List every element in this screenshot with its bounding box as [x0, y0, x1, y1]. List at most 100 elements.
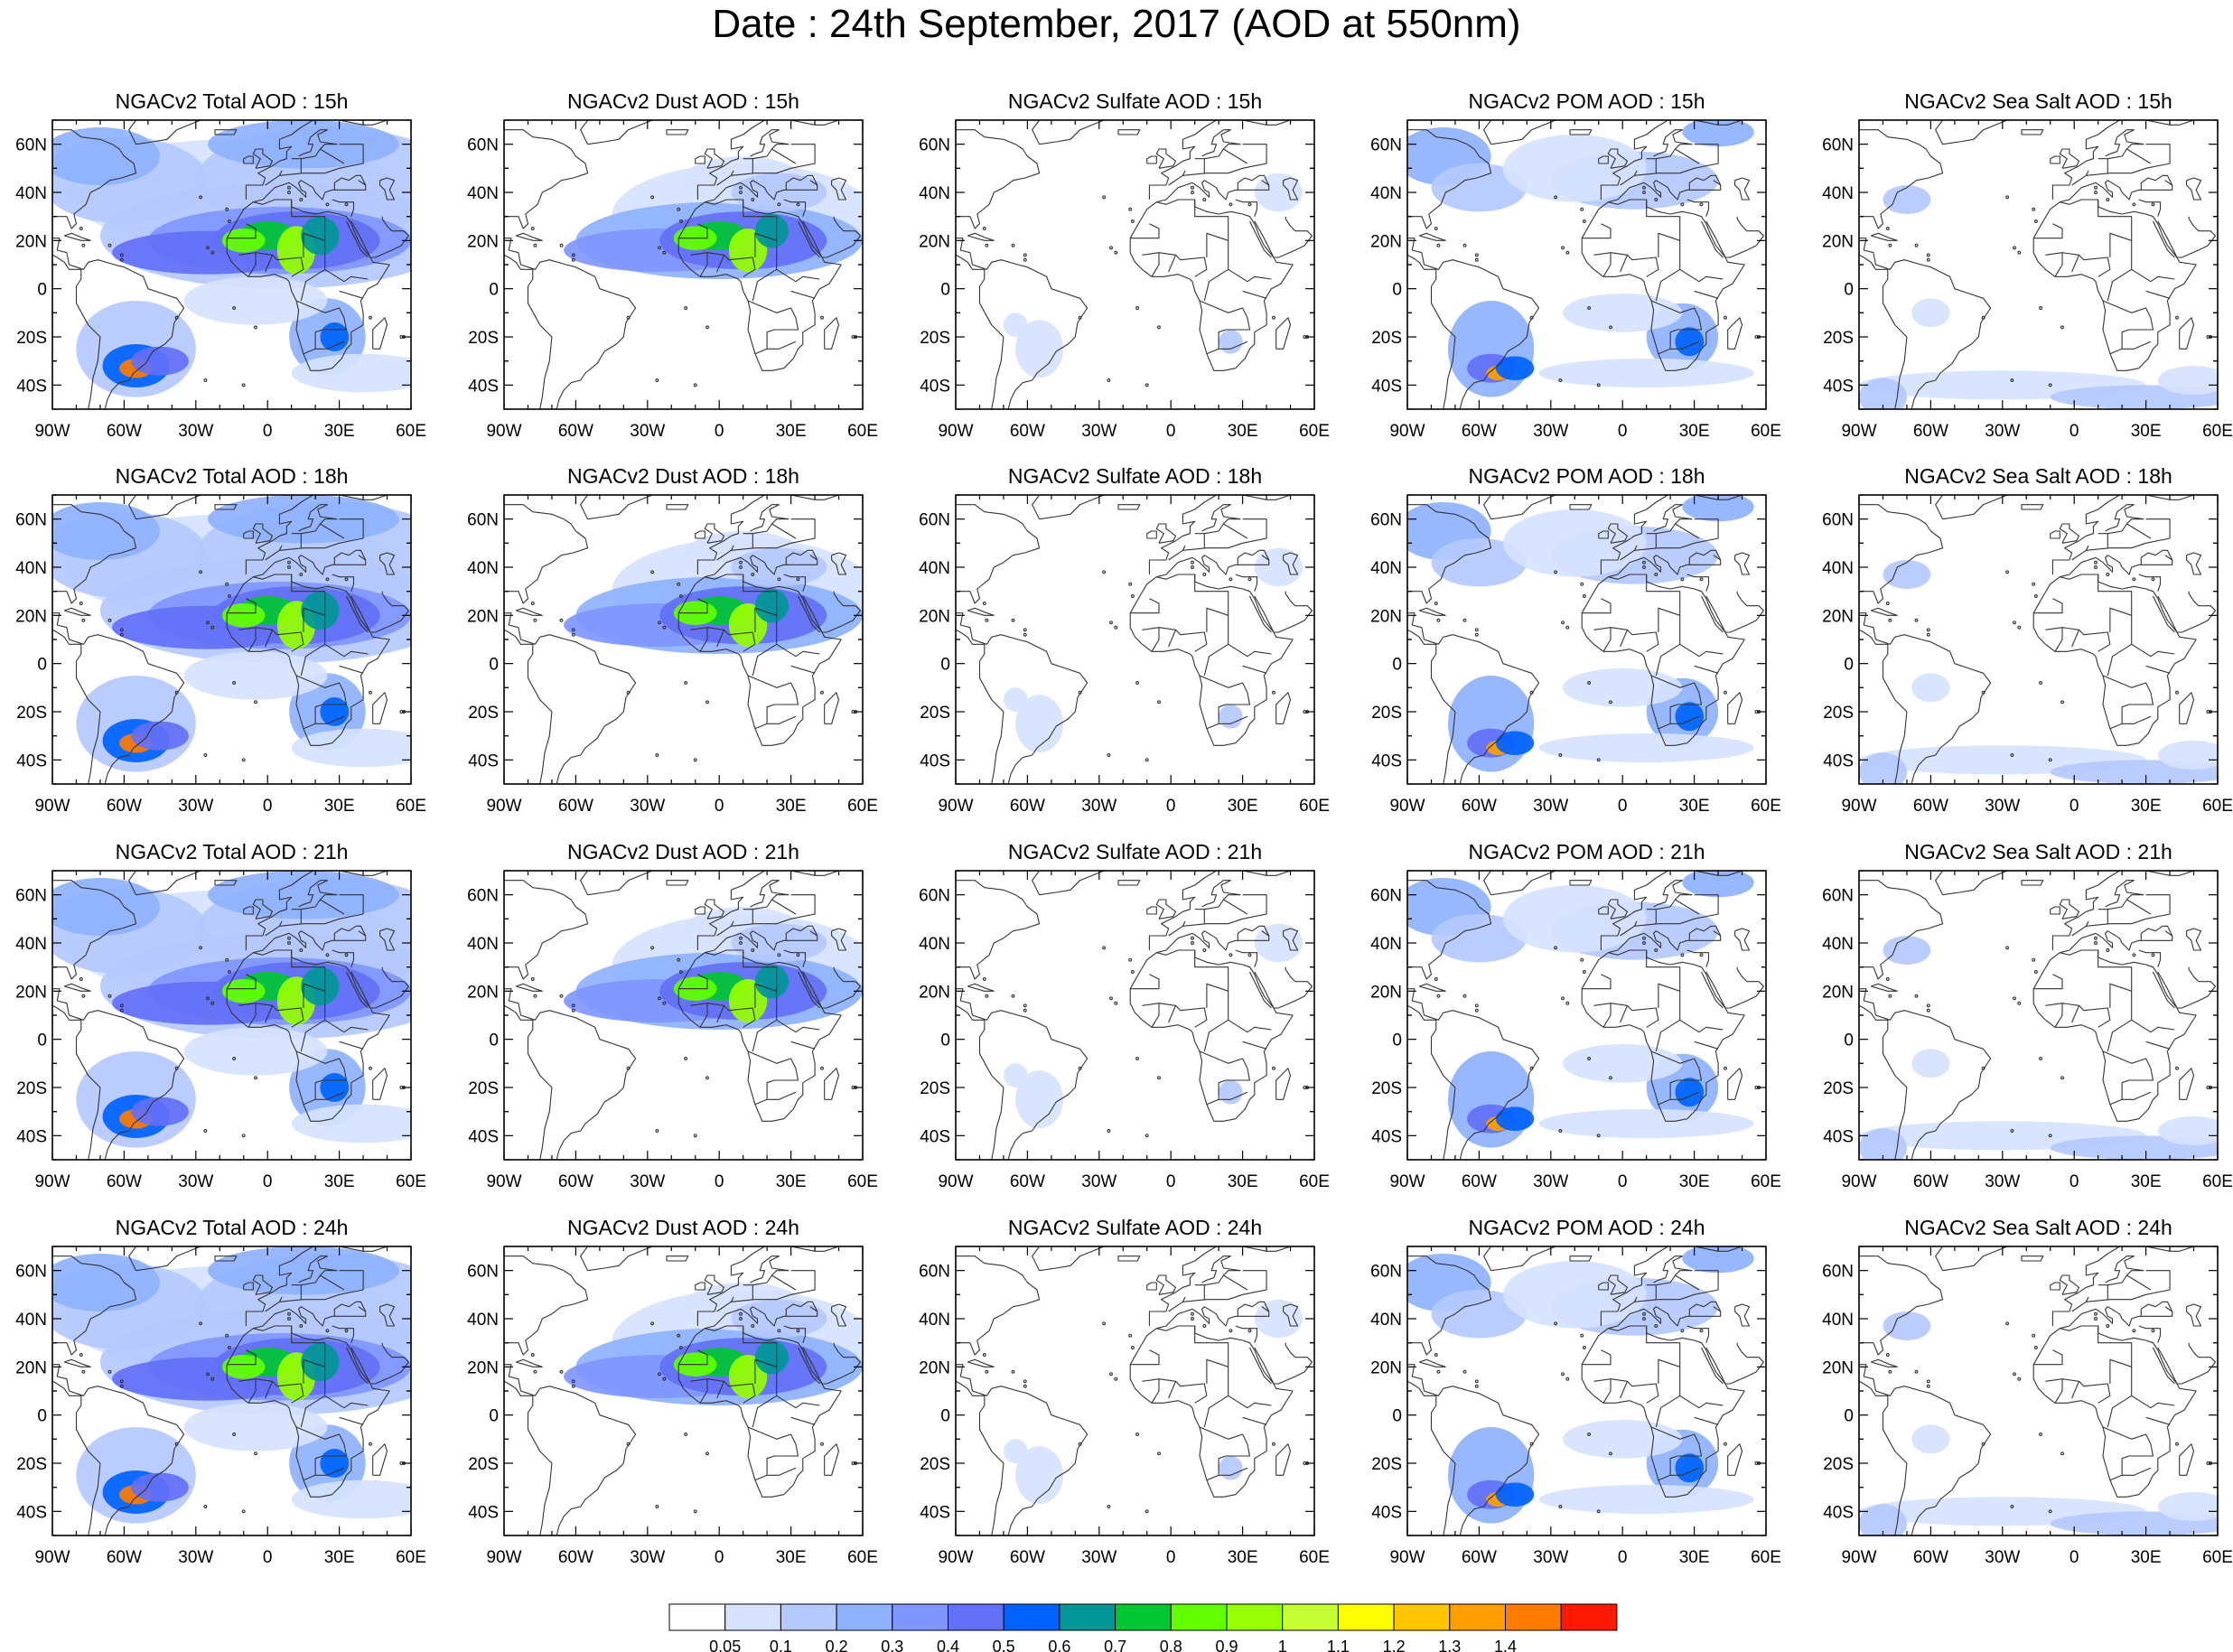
y-tick-label: 40S	[1823, 1127, 1854, 1146]
map-panel: NGACv2 POM AOD : 24h 90W 60W 30W 0 30E 60E 60N 4…	[1370, 1216, 1781, 1567]
x-tick-label: 0	[263, 1548, 273, 1567]
x-tick-label: 60W	[107, 422, 142, 441]
y-tick-label: 0	[37, 1031, 47, 1050]
x-tick-label: 60E	[2202, 1172, 2233, 1191]
aod-shade	[1859, 1128, 1907, 1160]
panel-title: NGACv2 Sea Salt AOD : 24h	[1904, 1216, 2172, 1239]
x-tick-label: 90W	[1389, 1172, 1425, 1191]
y-tick-label: 20S	[920, 704, 950, 723]
x-tick-label: 60W	[1462, 797, 1497, 816]
panel-title: NGACv2 Dust AOD : 15h	[567, 89, 799, 113]
coastline	[1859, 1246, 2218, 1535]
x-tick-label: 0	[715, 797, 724, 816]
panel-title: NGACv2 Total AOD : 21h	[116, 840, 349, 863]
aod-shade	[754, 589, 789, 623]
x-tick-label: 90W	[486, 797, 521, 816]
x-tick-label: 90W	[486, 1172, 521, 1191]
panel-title: NGACv2 Sea Salt AOD : 15h	[1904, 89, 2172, 113]
x-tick-label: 60W	[1462, 422, 1497, 441]
x-tick-label: 60E	[1299, 1172, 1330, 1191]
y-tick-label: 40N	[919, 935, 950, 954]
panel-title: NGACv2 Dust AOD : 18h	[567, 464, 799, 488]
aod-shade	[131, 346, 189, 376]
y-tick-label: 40S	[468, 1127, 499, 1146]
y-tick-label: 60N	[15, 887, 47, 906]
x-tick-label: 30W	[1985, 422, 2020, 441]
y-tick-label: 60N	[15, 1263, 47, 1282]
x-tick-label: 60W	[1010, 422, 1045, 441]
coastline	[504, 871, 863, 1160]
y-tick-label: 0	[1392, 1031, 1402, 1050]
aod-shade	[1004, 1063, 1028, 1087]
y-tick-label: 20N	[467, 1358, 499, 1377]
aod-shade	[1538, 359, 1754, 387]
y-tick-label: 20N	[1370, 607, 1402, 626]
y-tick-label: 40S	[468, 377, 499, 396]
x-tick-label: 30W	[1533, 1172, 1568, 1191]
y-tick-label: 20N	[1370, 1358, 1402, 1377]
x-tick-label: 30E	[1679, 1548, 1710, 1567]
y-tick-label: 20N	[1822, 607, 1854, 626]
x-tick-label: 60W	[1010, 1172, 1045, 1191]
y-tick-label: 0	[37, 281, 47, 300]
x-tick-label: 60E	[1751, 1548, 1781, 1567]
panel-title: NGACv2 Total AOD : 15h	[116, 89, 349, 113]
aod-shade	[1431, 538, 1528, 587]
y-tick-label: 20S	[468, 1079, 499, 1098]
y-tick-label: 40S	[1371, 1127, 1402, 1146]
x-tick-label: 0	[2069, 422, 2079, 441]
x-tick-label: 30E	[1679, 797, 1710, 816]
y-tick-label: 20N	[467, 232, 499, 251]
x-tick-label: 60E	[847, 1172, 878, 1191]
x-tick-label: 60W	[558, 1172, 593, 1191]
aod-shade	[1219, 1456, 1243, 1480]
x-tick-label: 0	[1618, 797, 1628, 816]
y-tick-label: 40N	[15, 559, 47, 578]
y-tick-label: 40S	[1823, 1503, 1854, 1522]
y-tick-label: 40S	[1823, 751, 1854, 770]
aod-shade	[1859, 752, 1907, 784]
aod-shade	[131, 721, 189, 751]
aod-shade	[183, 1403, 328, 1451]
y-tick-label: 20S	[16, 1455, 47, 1474]
x-tick-label: 0	[715, 422, 724, 441]
x-tick-label: 90W	[34, 1548, 70, 1567]
panel-title: NGACv2 Total AOD : 18h	[116, 464, 349, 488]
x-tick-label: 30W	[178, 1172, 213, 1191]
y-tick-label: 40S	[1371, 377, 1402, 396]
y-tick-label: 0	[1392, 1407, 1402, 1426]
x-tick-label: 0	[1166, 797, 1176, 816]
y-tick-label: 0	[489, 1407, 499, 1426]
coastline	[1859, 871, 2218, 1160]
aod-shade	[1004, 687, 1028, 712]
aod-shade	[131, 1472, 189, 1502]
aod-shade	[1495, 1482, 1535, 1507]
aod-shade	[291, 353, 411, 393]
aod-shade	[52, 127, 161, 185]
y-tick-label: 60N	[1822, 887, 1854, 906]
aod-shade	[301, 966, 340, 1006]
aod-shade	[1563, 1420, 1683, 1459]
coastline	[504, 495, 863, 784]
aod-shade	[1682, 1246, 1754, 1274]
y-tick-label: 20N	[1822, 1358, 1854, 1377]
map-panel: NGACv2 Dust AOD : 15h 90W 60W 30W 0 30E 60E 60N…	[467, 89, 878, 441]
y-tick-label: 20N	[15, 232, 47, 251]
aod-shade	[1911, 1424, 1950, 1454]
y-tick-label: 40S	[16, 1127, 47, 1146]
panel-title: NGACv2 Sea Salt AOD : 21h	[1904, 840, 2172, 863]
y-tick-label: 20N	[15, 983, 47, 1002]
coastline	[52, 871, 411, 1160]
aod-shade	[1682, 120, 1754, 147]
x-tick-label: 90W	[938, 422, 973, 441]
y-tick-label: 0	[37, 656, 47, 675]
y-tick-label: 60N	[919, 1263, 950, 1282]
x-tick-label: 0	[2069, 1548, 2079, 1567]
y-tick-label: 60N	[919, 887, 950, 906]
aod-shade	[1563, 668, 1683, 707]
y-tick-label: 20S	[1823, 1079, 1854, 1098]
x-tick-label: 30E	[1228, 1548, 1258, 1567]
x-tick-label: 30W	[1985, 1172, 2020, 1191]
x-tick-label: 0	[1618, 422, 1628, 441]
aod-shade	[183, 1027, 328, 1076]
